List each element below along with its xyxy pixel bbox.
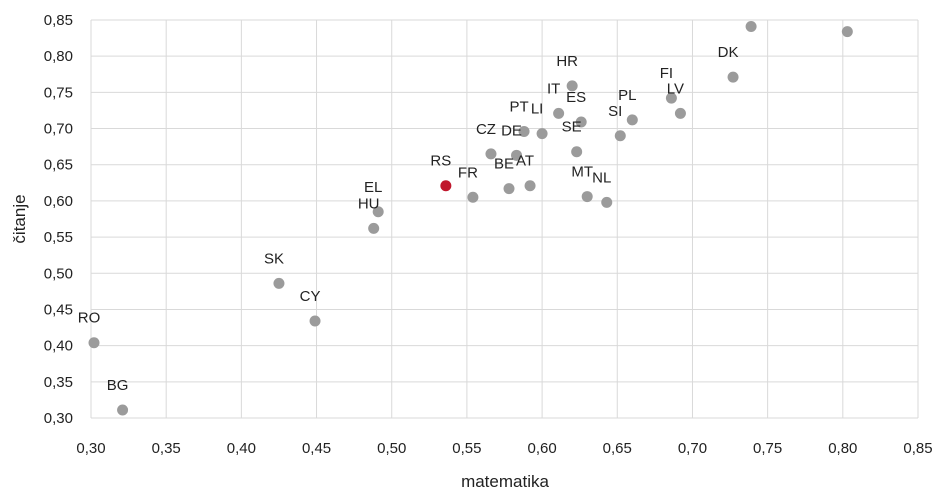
x-tick-label: 0,75 <box>753 440 782 457</box>
data-point-li <box>536 128 548 140</box>
y-tick-label: 0,80 <box>44 48 73 65</box>
point-label-hr: HR <box>556 53 578 70</box>
data-point-nl <box>601 196 613 208</box>
x-tick-label: 0,70 <box>678 440 707 457</box>
point-label-de: DE <box>501 122 522 139</box>
point-label-it: IT <box>547 80 560 97</box>
x-tick-label: 0,40 <box>227 440 256 457</box>
point-label-cz: CZ <box>476 121 496 138</box>
point-label-pl: PL <box>618 87 636 104</box>
x-axis-title: matematika <box>461 472 549 490</box>
x-tick-label: 0,45 <box>302 440 331 457</box>
point-label-lv: LV <box>667 80 684 97</box>
y-tick-label: 0,55 <box>44 229 73 246</box>
x-tick-label: 0,55 <box>452 440 481 457</box>
y-tick-label: 0,30 <box>44 410 73 427</box>
data-point-se <box>571 146 583 158</box>
point-label-mt: MT <box>571 164 593 181</box>
gridlines <box>90 19 919 419</box>
data-point-hu <box>368 222 380 234</box>
y-tick-label: 0,50 <box>44 265 73 282</box>
data-point-rs <box>440 180 452 192</box>
data-point-pt <box>518 125 530 137</box>
data-points <box>88 21 853 416</box>
data-point-el <box>372 206 384 218</box>
y-axis-ticks: 0,30 0,35 0,40 0,45 0,50 0,55 0,60 0,65 0,70 0,75… <box>44 12 73 427</box>
point-label-be: BE <box>494 156 514 173</box>
y-tick-label: 0,70 <box>44 121 73 138</box>
x-tick-label: 0,60 <box>527 440 556 457</box>
data-point-be <box>503 183 515 195</box>
data-point-hr <box>566 80 578 92</box>
y-tick-label: 0,85 <box>44 12 73 29</box>
data-point-sk <box>273 277 285 289</box>
point-label-at: AT <box>516 153 534 170</box>
data-point-es <box>575 116 587 128</box>
data-point-it <box>553 107 565 119</box>
y-tick-label: 0,35 <box>44 374 73 391</box>
x-tick-label: 0,85 <box>903 440 932 457</box>
data-point-at <box>524 180 536 192</box>
point-label-fi: FI <box>660 65 673 82</box>
point-label-se: SE <box>562 119 582 136</box>
point-label-li: LI <box>531 101 544 118</box>
data-point-si <box>614 130 626 142</box>
point-label-rs: RS <box>430 153 451 170</box>
data-point-de <box>511 149 523 161</box>
y-axis-title: čitanje <box>10 194 29 243</box>
point-label-nl: NL <box>592 169 611 186</box>
x-tick-label: 0,50 <box>377 440 406 457</box>
point-label-fr: FR <box>458 164 478 181</box>
data-point-ro <box>88 337 100 349</box>
point-label-bg: BG <box>107 377 129 394</box>
data-point-fi <box>665 92 677 104</box>
y-tick-label: 0,45 <box>44 301 73 318</box>
point-label-sk: SK <box>264 250 284 267</box>
point-label-cy: CY <box>300 288 321 305</box>
data-point-fr <box>467 191 479 203</box>
x-tick-label: 0,65 <box>603 440 632 457</box>
data-point-lv <box>674 107 686 119</box>
point-label-dk: DK <box>718 44 739 61</box>
data-point-bg <box>117 404 129 416</box>
point-label-es: ES <box>566 89 586 106</box>
x-tick-label: 0,80 <box>828 440 857 457</box>
data-point-cz <box>485 148 497 160</box>
point-label-pt: PT <box>509 98 528 115</box>
x-tick-label: 0,35 <box>152 440 181 457</box>
data-point-pl <box>626 114 638 126</box>
data-point-cy <box>309 315 321 327</box>
point-label-hu: HU <box>358 195 380 212</box>
y-tick-label: 0,60 <box>44 193 73 210</box>
point-label-si: SI <box>608 103 622 120</box>
point-label-ro: RO <box>78 310 101 327</box>
y-tick-label: 0,65 <box>44 157 73 174</box>
y-tick-label: 0,40 <box>44 338 73 355</box>
y-tick-label: 0,75 <box>44 84 73 101</box>
data-point-dk <box>727 71 739 83</box>
point-label-el: EL <box>364 179 382 196</box>
x-tick-label: 0,30 <box>76 440 105 457</box>
data-point-mt <box>581 191 593 203</box>
data-point <box>841 26 853 38</box>
data-point <box>745 21 757 33</box>
x-axis-ticks: 0,30 0,35 0,40 0,45 0,50 0,55 0,60 0,65 0,70 0,75… <box>76 440 932 457</box>
